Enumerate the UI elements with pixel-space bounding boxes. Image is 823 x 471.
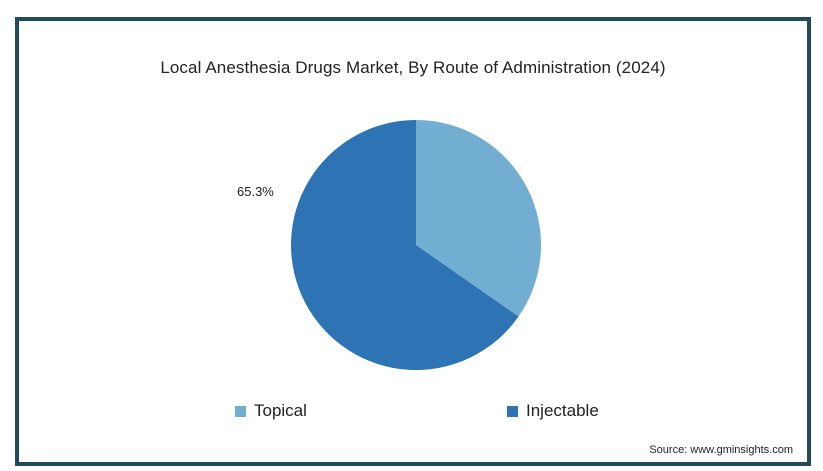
pie-slice-injectable <box>291 120 519 370</box>
legend-swatch-topical <box>235 405 246 417</box>
source-note: Source: www.gminsights.com <box>649 444 793 456</box>
legend-item-injectable: Injectable <box>507 401 599 421</box>
chart-frame: Local Anesthesia Drugs Market, By Route … <box>15 17 811 466</box>
legend-item-topical: Topical <box>235 401 307 421</box>
legend-label-injectable: Injectable <box>526 401 599 420</box>
slice-label-injectable: 65.3% <box>237 184 274 199</box>
pie-slice-topical <box>416 120 541 317</box>
pie-chart: 65.3% <box>237 120 541 370</box>
legend: Topical Injectable <box>19 401 807 425</box>
legend-swatch-injectable <box>507 405 518 417</box>
legend-label-topical: Topical <box>254 401 307 420</box>
pie-slices <box>291 120 541 370</box>
chart-title: Local Anesthesia Drugs Market, By Route … <box>160 58 666 77</box>
